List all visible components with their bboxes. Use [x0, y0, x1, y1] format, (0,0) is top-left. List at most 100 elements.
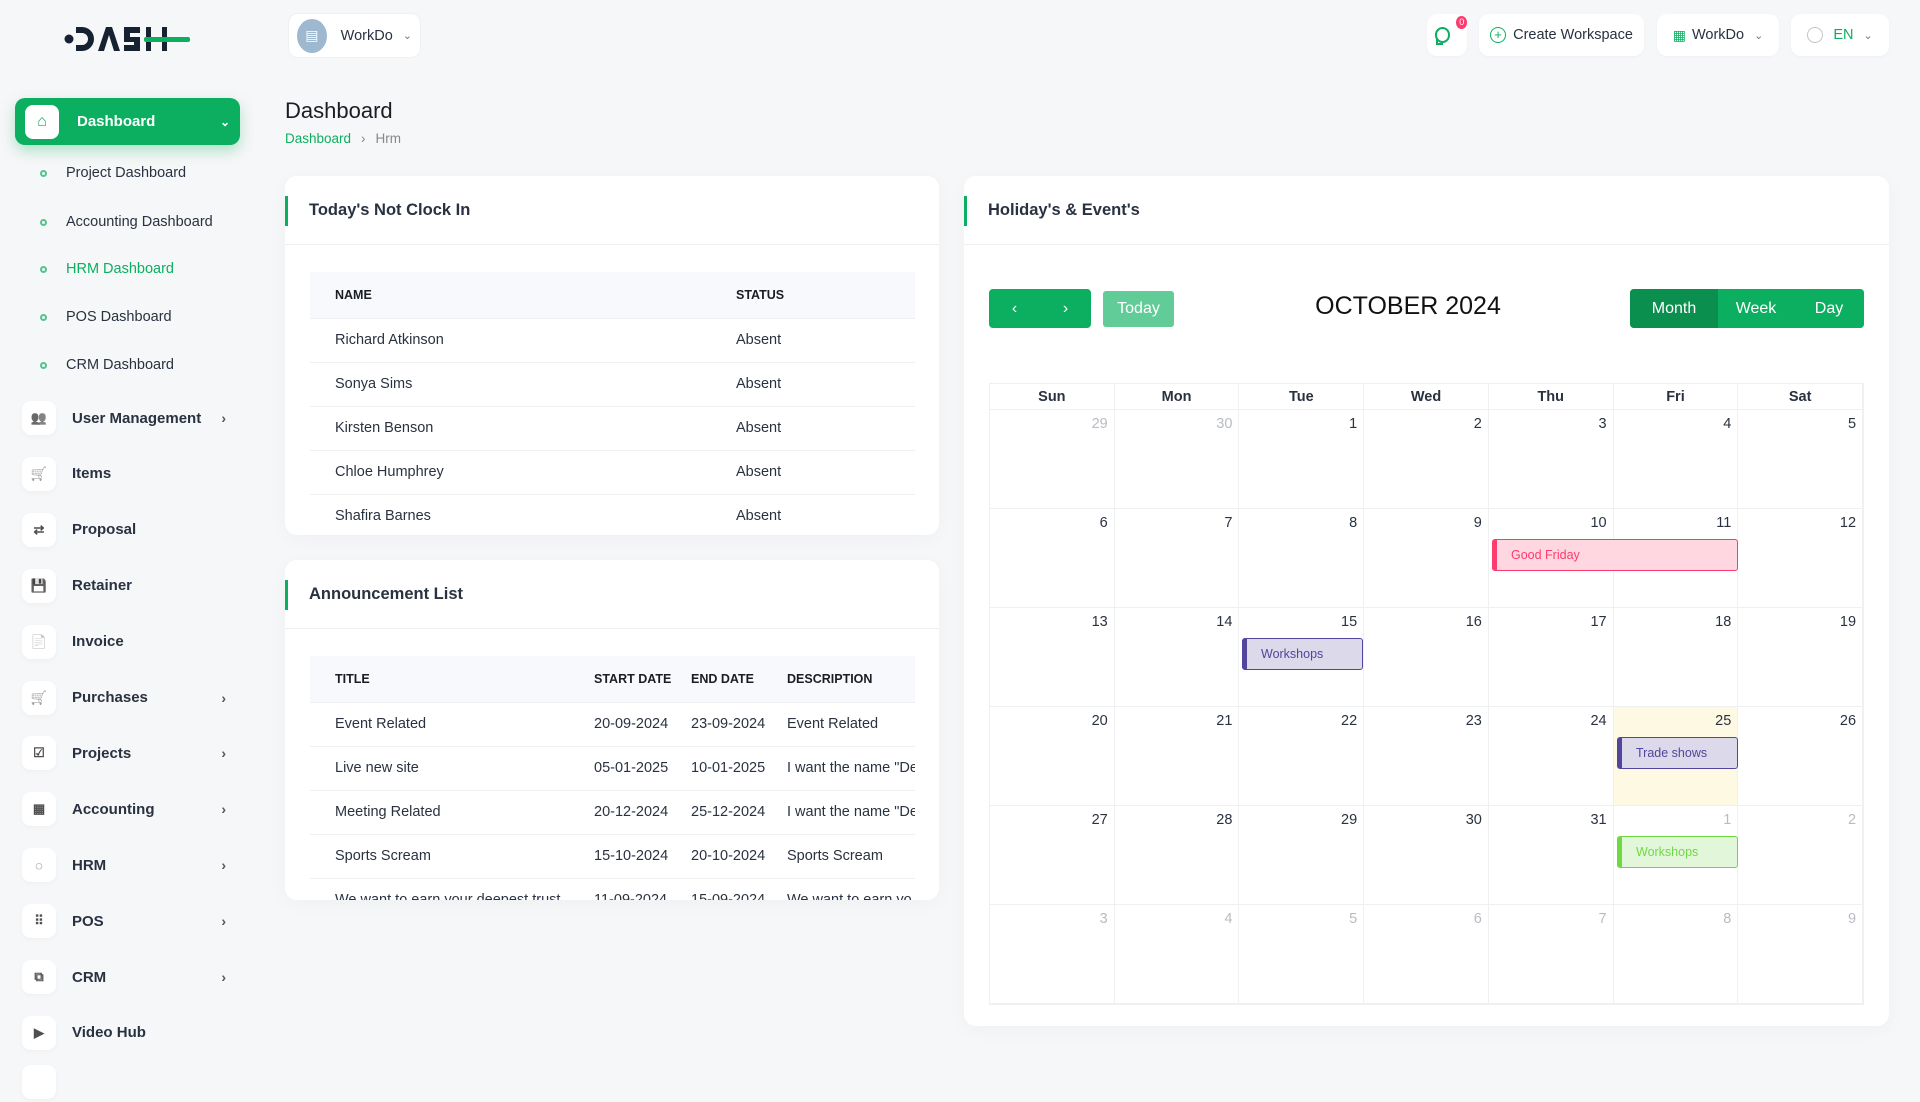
calendar-day[interactable]: 7 [1115, 509, 1240, 607]
calendar-day[interactable]: 7 [1489, 905, 1614, 1003]
chat-icon [1435, 27, 1451, 45]
calendar-day[interactable]: 27 [990, 806, 1115, 904]
calendar-day[interactable]: 8 [1239, 509, 1365, 607]
sidebar-item-label: Purchases [72, 689, 148, 706]
calendar-day[interactable]: 3 [1489, 410, 1614, 508]
workspace-menu[interactable]: ▦ WorkDo ⌄ [1657, 14, 1779, 56]
calendar-day[interactable]: 1 [1239, 410, 1365, 508]
sidebar-item-hrm[interactable]: ◌ HRM › [22, 845, 232, 885]
calendar-day[interactable]: 29 [990, 410, 1115, 508]
bullet-icon [40, 169, 47, 177]
calendar-day[interactable]: 19 [1738, 608, 1864, 706]
sidebar-item-label: Items [72, 465, 112, 483]
sidebar-subitem[interactable]: Accounting Dashboard [40, 210, 213, 234]
weekday-header: Wed [1364, 384, 1489, 409]
page-title: Dashboard [285, 98, 393, 123]
calendar-event[interactable]: Good Friday [1492, 539, 1738, 571]
calendar-day[interactable]: 2 [1364, 410, 1489, 508]
calendar-day[interactable]: 12 [1738, 509, 1864, 607]
sidebar-item-more[interactable] [22, 1062, 232, 1102]
sidebar-item-dashboard[interactable]: ⌂ Dashboard ⌄ [15, 98, 240, 145]
language-selector[interactable]: EN ⌄ [1791, 14, 1889, 56]
grid-dots-icon: ⠿ [22, 904, 56, 939]
attendance-status: Absent [736, 493, 915, 535]
attendance-status: Absent [736, 405, 915, 450]
calendar-day[interactable]: 20 [990, 707, 1115, 805]
calendar-day[interactable]: 3 [990, 905, 1115, 1003]
sidebar-item-video-hub[interactable]: ▶ Video Hub [22, 1013, 232, 1053]
calendar-week: 29 30 1 2 3 4 5 [990, 410, 1864, 509]
messages-button[interactable]: 0 [1427, 14, 1467, 56]
calendar-day[interactable]: 5 [1239, 905, 1365, 1003]
today-button[interactable]: Today [1103, 291, 1174, 327]
calendar-day[interactable]: 16 [1364, 608, 1489, 706]
sidebar-item-pos[interactable]: ⠿ POS › [22, 901, 232, 941]
calendar-day[interactable]: 23 [1364, 707, 1489, 805]
calendar-day[interactable]: 13 [990, 608, 1115, 706]
view-month-button[interactable]: Month [1630, 289, 1718, 328]
calendar-day[interactable]: 26 [1738, 707, 1864, 805]
view-day-button[interactable]: Day [1794, 289, 1864, 328]
sidebar-item-items[interactable]: 🛒 Items [22, 454, 232, 494]
calendar-day[interactable]: 9 [1364, 509, 1489, 607]
calendar-day[interactable]: 9 [1738, 905, 1864, 1003]
table-row: Sports Scream 15-10-2024 20-10-2024 Sports … [310, 833, 915, 878]
sidebar-subitem[interactable]: POS Dashboard [40, 305, 172, 329]
sidebar-item-user-management[interactable]: 👥 User Management › [22, 398, 232, 438]
chevron-right-icon: › [221, 857, 226, 874]
sidebar-item-label: User Management [72, 409, 202, 427]
sidebar-item-accounting[interactable]: ▦ Accounting › [22, 789, 232, 829]
bullet-icon [40, 313, 47, 321]
calendar-day[interactable]: 4 [1115, 905, 1240, 1003]
calendar-day[interactable]: 17 [1489, 608, 1614, 706]
breadcrumb-dashboard[interactable]: Dashboard [285, 131, 352, 146]
calendar-day[interactable]: 28 [1115, 806, 1240, 904]
sidebar-item-projects[interactable]: ☑ Projects › [22, 733, 232, 773]
sidebar-item-label: HRM [72, 856, 107, 874]
next-month-button[interactable]: › [1040, 289, 1091, 328]
calendar-event[interactable]: Trade shows [1617, 737, 1738, 769]
calendar-event[interactable]: Workshops [1242, 638, 1363, 670]
calendar-day[interactable]: 5 [1738, 410, 1864, 508]
calendar-day[interactable]: 24 [1489, 707, 1614, 805]
calendar-day[interactable]: 31 [1489, 806, 1614, 904]
calendar-day[interactable]: 30 [1364, 806, 1489, 904]
calendar-day[interactable]: 14 [1115, 608, 1240, 706]
create-workspace-button[interactable]: + Create Workspace [1479, 14, 1644, 56]
calendar-day[interactable]: 4 [1614, 410, 1739, 508]
prev-month-button[interactable]: ‹ [989, 289, 1040, 328]
column-header-title: TITLE [310, 656, 594, 702]
sidebar-item-crm[interactable]: ⧉ CRM › [22, 957, 232, 997]
calendar-day[interactable]: 29 [1239, 806, 1365, 904]
calendar-day[interactable]: 15 [1239, 608, 1365, 706]
table-row: Chloe Humphrey Absent [310, 449, 915, 494]
announcement-title: We want to earn your deepest trust [310, 877, 594, 900]
workspace-switcher[interactable]: ▤ WorkDo ⌄ [288, 13, 421, 58]
sidebar-item-proposal[interactable]: ⇄ Proposal [22, 510, 232, 550]
sidebar-item-purchases[interactable]: 🛒 Purchases › [22, 678, 232, 718]
file-icon: 📄 [22, 624, 56, 659]
sidebar-item-retainer[interactable]: 💾 Retainer [22, 566, 232, 606]
view-week-button[interactable]: Week [1718, 289, 1794, 328]
calendar-event[interactable]: Workshops [1617, 836, 1738, 868]
calendar-week: 13 14 15 16 17 18 19 Workshops [990, 608, 1864, 707]
calendar-day[interactable]: 21 [1115, 707, 1240, 805]
calendar-day[interactable]: 8 [1614, 905, 1739, 1003]
calendar-day[interactable]: 22 [1239, 707, 1365, 805]
calendar-week: 27 28 29 30 31 1 2 Workshops [990, 806, 1864, 905]
description: Sports Scream [787, 833, 915, 878]
calendar-day[interactable]: 6 [990, 509, 1115, 607]
weekday-header: Thu [1489, 384, 1614, 409]
start-date: 15-10-2024 [594, 833, 691, 878]
sidebar-subitem-label: Project Dashboard [66, 165, 187, 181]
sidebar-subitem[interactable]: Project Dashboard [40, 161, 186, 185]
sidebar-subitem[interactable]: CRM Dashboard [40, 353, 174, 377]
calendar-day[interactable]: 18 [1614, 608, 1739, 706]
calendar-day[interactable]: 30 [1115, 410, 1240, 508]
calendar-day[interactable]: 2 [1738, 806, 1864, 904]
create-workspace-label: Create Workspace [1513, 27, 1633, 43]
calendar-day[interactable]: 6 [1364, 905, 1489, 1003]
sidebar-subitem[interactable]: HRM Dashboard [40, 257, 174, 281]
sidebar-item-invoice[interactable]: 📄 Invoice [22, 622, 232, 662]
